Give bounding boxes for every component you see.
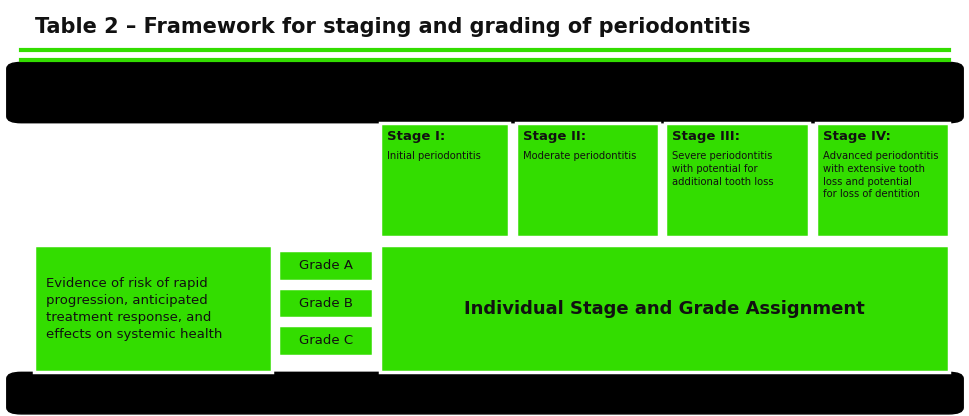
Text: Stage II:: Stage II: (522, 130, 585, 143)
Text: Grade A: Grade A (298, 259, 353, 272)
Text: Evidence of risk of rapid
progression, anticipated
treatment response, and
effec: Evidence of risk of rapid progression, a… (46, 277, 222, 341)
FancyBboxPatch shape (665, 123, 808, 237)
FancyBboxPatch shape (380, 245, 948, 372)
FancyBboxPatch shape (380, 123, 509, 237)
FancyBboxPatch shape (7, 62, 962, 123)
FancyBboxPatch shape (7, 372, 962, 414)
Text: Stage I:: Stage I: (387, 130, 445, 143)
Text: Grade C: Grade C (298, 334, 353, 347)
Text: Table 2 – Framework for staging and grading of periodontitis: Table 2 – Framework for staging and grad… (35, 17, 750, 37)
Text: Stage IV:: Stage IV: (822, 130, 890, 143)
Text: Individual Stage and Grade Assignment: Individual Stage and Grade Assignment (463, 300, 864, 318)
FancyBboxPatch shape (278, 250, 373, 281)
FancyBboxPatch shape (815, 123, 948, 237)
FancyBboxPatch shape (278, 288, 373, 318)
FancyBboxPatch shape (34, 245, 271, 372)
Text: Initial periodontitis: Initial periodontitis (387, 151, 481, 161)
Text: Grade B: Grade B (298, 297, 353, 310)
Text: Severe periodontitis
with potential for
additional tooth loss: Severe periodontitis with potential for … (672, 151, 773, 187)
FancyBboxPatch shape (516, 123, 658, 237)
FancyBboxPatch shape (278, 325, 373, 356)
Text: Stage III:: Stage III: (672, 130, 739, 143)
Text: Moderate periodontitis: Moderate periodontitis (522, 151, 636, 161)
Text: Advanced periodontitis
with extensive tooth
loss and potential
for loss of denti: Advanced periodontitis with extensive to… (822, 151, 937, 199)
